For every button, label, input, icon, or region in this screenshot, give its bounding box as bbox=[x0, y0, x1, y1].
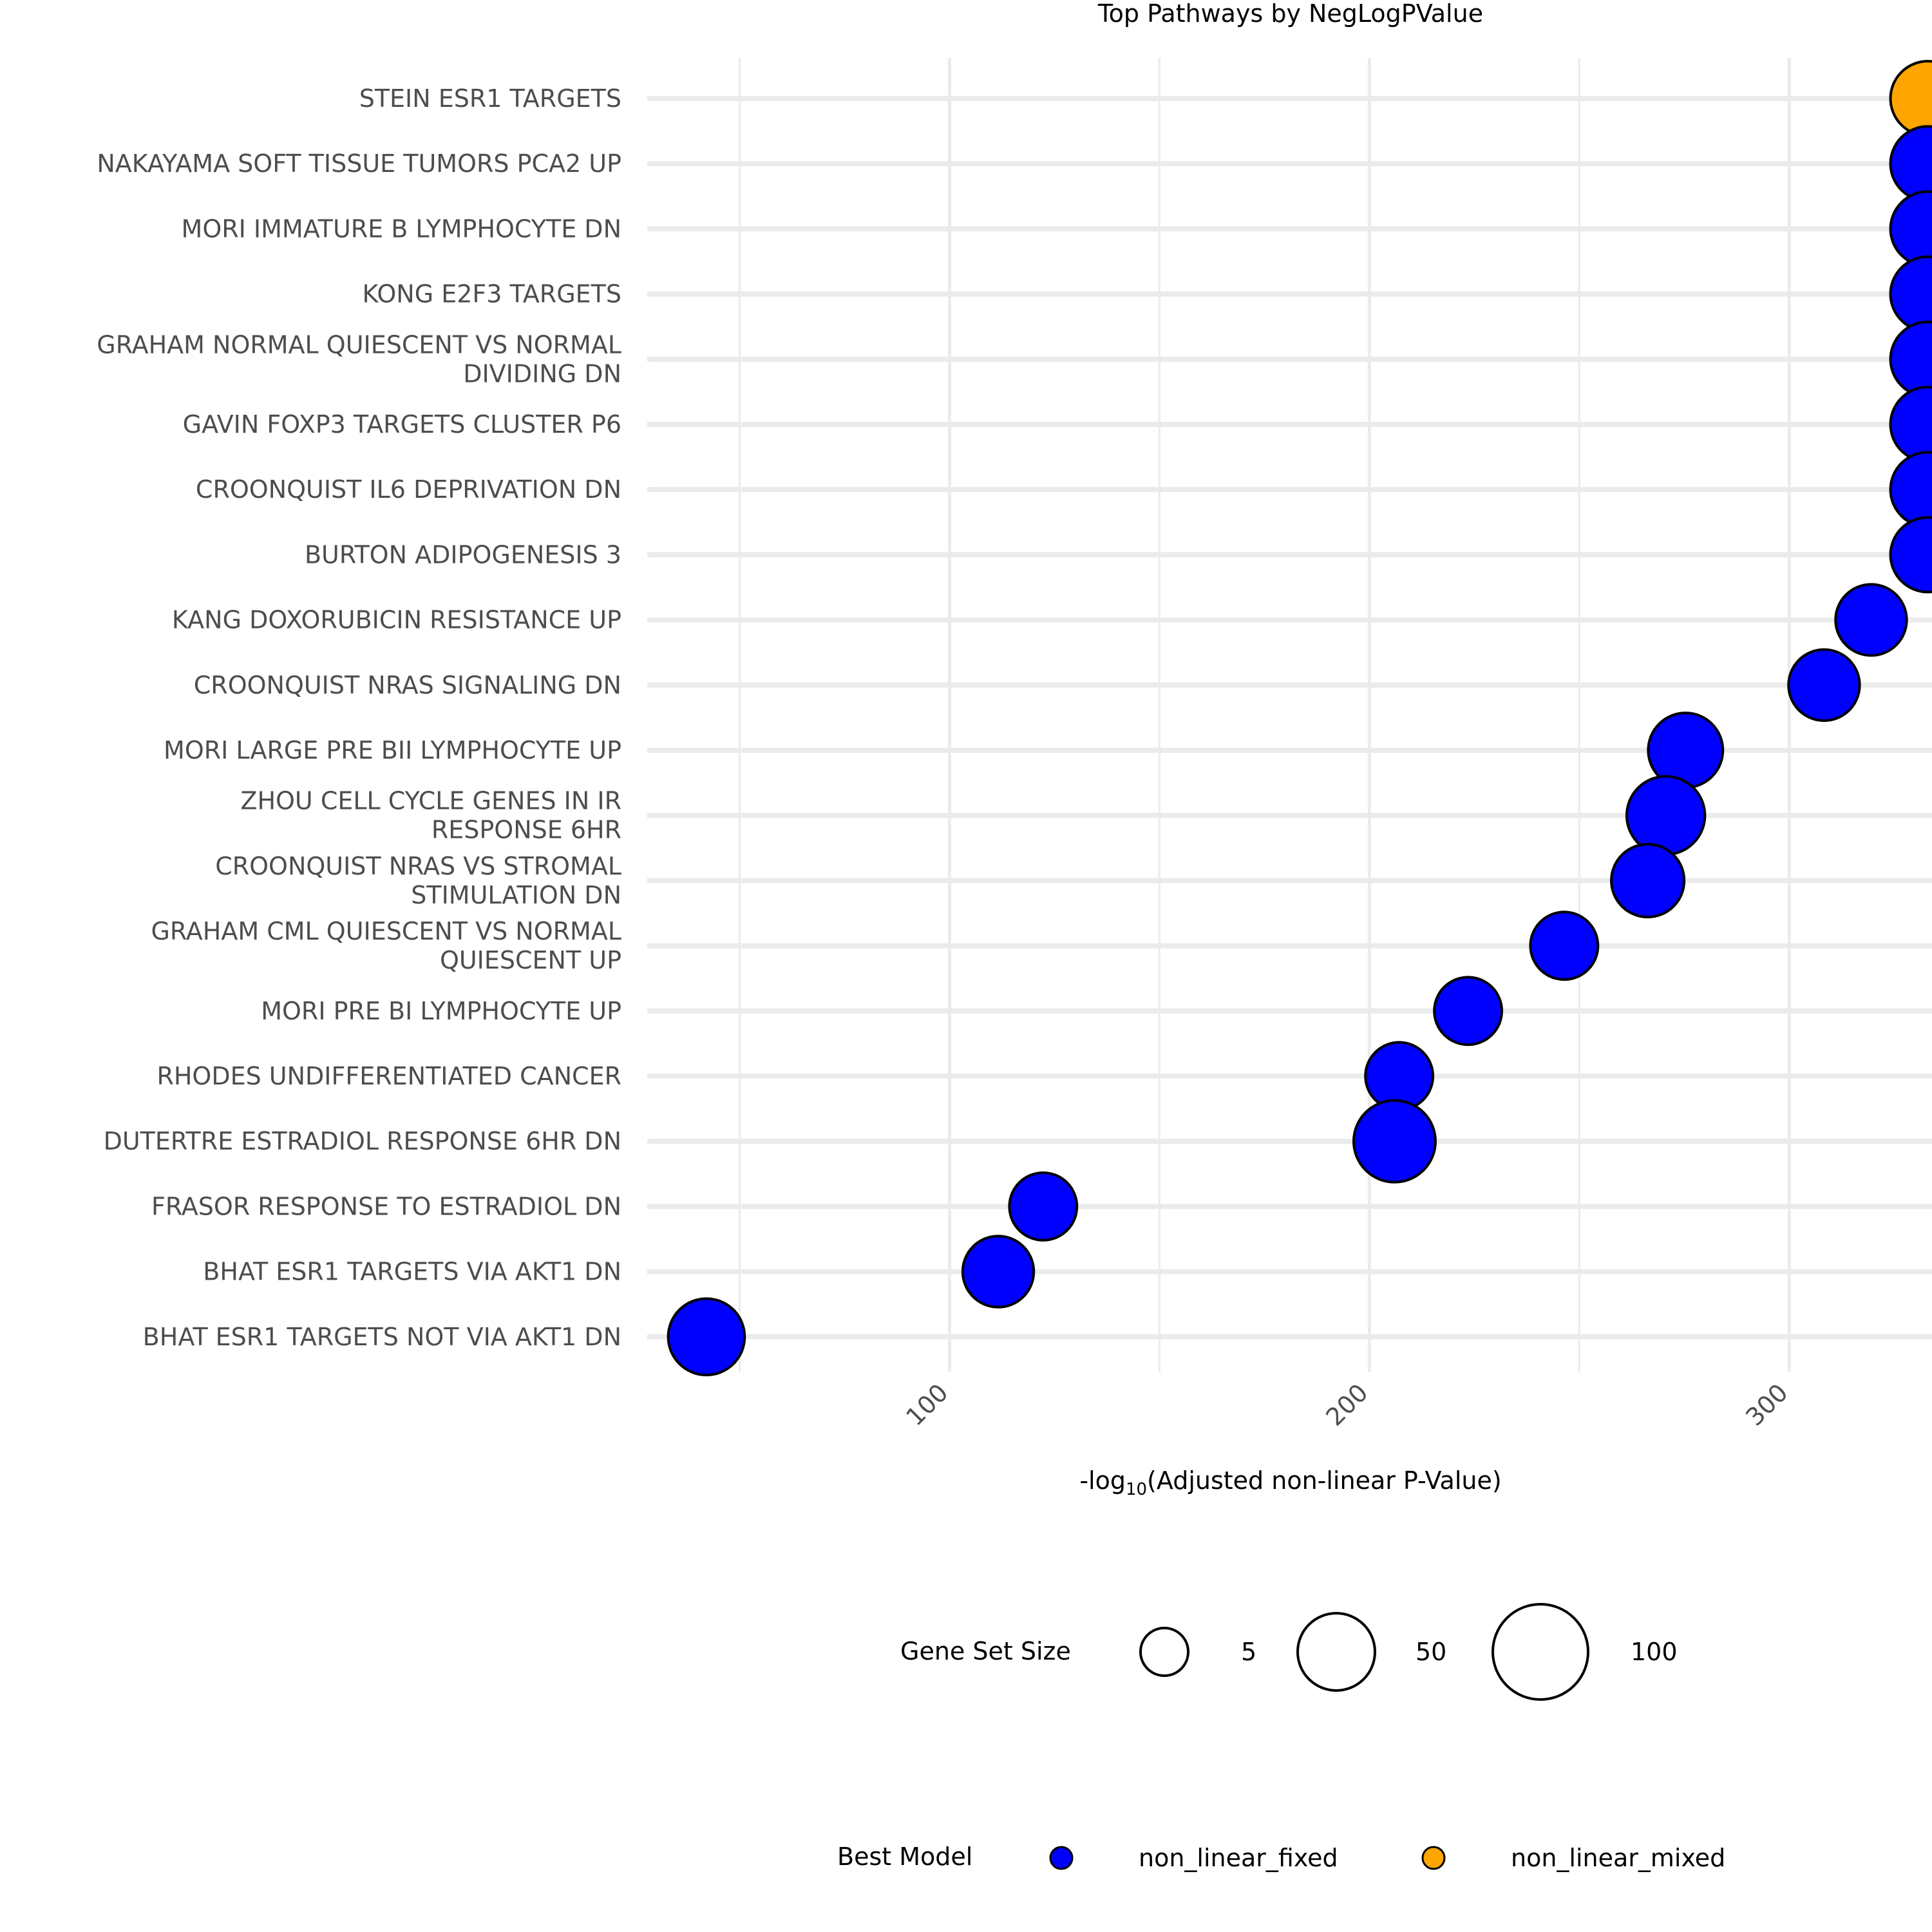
x-axis-title: -log10(Adjusted non-linear P-Value) bbox=[1079, 1466, 1501, 1499]
point-zhou-cell-cycle-genes-in-ir-response-6hr bbox=[1625, 775, 1707, 856]
point-croonquist-nras-signaling-dn bbox=[1787, 648, 1861, 723]
color-legend-label-non-linear-fixed: non_linear_fixed bbox=[1139, 1844, 1338, 1872]
y-label-line: NAKAYAMA SOFT TISSUE TUMORS PCA2 UP bbox=[97, 149, 621, 178]
color-legend-key-non-linear-mixed bbox=[1421, 1846, 1446, 1870]
point-graham-cml-quiescent-vs-normal-quiescent-up bbox=[1529, 911, 1600, 981]
point-frasor-response-to-estradiol-dn bbox=[1008, 1171, 1079, 1242]
y-label-line: GRAHAM CML QUIESCENT VS NORMAL bbox=[151, 917, 621, 945]
y-label-line: CROONQUIST NRAS VS STROMAL bbox=[215, 852, 621, 880]
size-legend-label-5: 5 bbox=[1241, 1638, 1256, 1666]
y-label-line: CROONQUIST IL6 DEPRIVATION DN bbox=[196, 475, 621, 504]
size-legend-key-50 bbox=[1296, 1612, 1376, 1692]
point-bhat-esr1-targets-via-akt1-dn bbox=[961, 1235, 1036, 1309]
y-label-line: MORI PRE BI LYMPHOCYTE UP bbox=[261, 997, 621, 1025]
y-label-bhat-esr1-targets-via-akt1-dn: BHAT ESR1 TARGETS VIA AKT1 DN bbox=[203, 1258, 621, 1286]
y-label-kong-e2f3-targets: KONG E2F3 TARGETS bbox=[363, 280, 621, 308]
color-legend-title: Best Model bbox=[837, 1842, 972, 1871]
points bbox=[667, 60, 1932, 1377]
y-label-dutertre-estradiol-response-6hr-dn: DUTERTRE ESTRADIOL RESPONSE 6HR DN bbox=[104, 1127, 621, 1155]
point-mori-pre-bi-lymphocyte-up bbox=[1433, 976, 1504, 1046]
y-label-line: GAVIN FOXP3 TARGETS CLUSTER P6 bbox=[183, 410, 621, 439]
y-label-stein-esr1-targets: STEIN ESR1 TARGETS bbox=[359, 84, 621, 113]
y-label-line: KONG E2F3 TARGETS bbox=[363, 280, 621, 308]
x-axis-title-subscript: 10 bbox=[1126, 1480, 1147, 1499]
y-label-frasor-response-to-estradiol-dn: FRASOR RESPONSE TO ESTRADIOL DN bbox=[151, 1192, 621, 1220]
y-label-graham-normal-quiescent-vs-normal-dividing-dn: GRAHAM NORMAL QUIESCENT VS NORMAL DIVIDIN… bbox=[97, 330, 621, 388]
color-legend-key-non-linear-fixed bbox=[1049, 1846, 1074, 1870]
point-bhat-esr1-targets-not-via-akt1-dn bbox=[667, 1297, 746, 1377]
y-label-rhodes-undifferentiated-cancer: RHODES UNDIFFERENTIATED CANCER bbox=[156, 1062, 621, 1090]
y-label-croonquist-nras-signaling-dn: CROONQUIST NRAS SIGNALING DN bbox=[194, 671, 621, 699]
point-burton-adipogenesis-3 bbox=[1889, 516, 1932, 594]
y-label-line: DUTERTRE ESTRADIOL RESPONSE 6HR DN bbox=[104, 1127, 621, 1155]
y-label-nakayama-soft-tissue-tumors-pca2-up: NAKAYAMA SOFT TISSUE TUMORS PCA2 UP bbox=[97, 149, 621, 178]
size-legend-title: Gene Set Size bbox=[900, 1637, 1071, 1665]
point-croonquist-nras-vs-stromal-stimulation-dn bbox=[1610, 842, 1686, 918]
point-dutertre-estradiol-response-6hr-dn bbox=[1352, 1099, 1437, 1184]
y-label-line: DIVIDING DN bbox=[463, 359, 621, 388]
y-label-line: RESPONSE 6HR bbox=[431, 816, 621, 844]
y-label-line: GRAHAM NORMAL QUIESCENT VS NORMAL bbox=[97, 330, 621, 359]
y-label-mori-pre-bi-lymphocyte-up: MORI PRE BI LYMPHOCYTE UP bbox=[261, 997, 621, 1025]
y-label-mori-large-pre-bii-lymphocyte-up: MORI LARGE PRE BII LYMPHOCYTE UP bbox=[164, 736, 621, 764]
y-label-line: STIMULATION DN bbox=[411, 881, 621, 909]
y-label-line: MORI LARGE PRE BII LYMPHOCYTE UP bbox=[164, 736, 621, 764]
y-label-gavin-foxp3-targets-cluster-p6: GAVIN FOXP3 TARGETS CLUSTER P6 bbox=[183, 410, 621, 439]
y-label-mori-immature-b-lymphocyte-dn: MORI IMMATURE B LYMPHOCYTE DN bbox=[182, 214, 621, 243]
point-kang-doxorubicin-resistance-up bbox=[1834, 583, 1908, 657]
grid bbox=[647, 58, 1932, 1372]
y-axis-labels: STEIN ESR1 TARGETS NAKAYAMA SOFT TISSUE T… bbox=[97, 84, 621, 1351]
color-legend-label-non-linear-mixed: non_linear_mixed bbox=[1511, 1844, 1725, 1872]
y-label-line: ZHOU CELL CYCLE GENES IN IR bbox=[240, 787, 621, 815]
y-label-line: CROONQUIST NRAS SIGNALING DN bbox=[194, 671, 621, 699]
y-label-croonquist-il6-deprivation-dn: CROONQUIST IL6 DEPRIVATION DN bbox=[196, 475, 621, 504]
y-label-line: MORI IMMATURE B LYMPHOCYTE DN bbox=[182, 214, 621, 243]
x-axis-title-prefix: -log bbox=[1079, 1466, 1126, 1495]
size-legend-key-5 bbox=[1139, 1627, 1189, 1677]
size-legend-label-100: 100 bbox=[1631, 1638, 1678, 1666]
y-label-burton-adipogenesis-3: BURTON ADIPOGENESIS 3 bbox=[305, 540, 621, 569]
y-label-line: KANG DOXORUBICIN RESISTANCE UP bbox=[172, 606, 621, 634]
size-legend-key-100 bbox=[1492, 1603, 1589, 1701]
size-legend: Gene Set Size 5 50 100 bbox=[900, 1603, 1678, 1701]
x-axis-title-suffix: (Adjusted non-linear P-Value) bbox=[1147, 1466, 1502, 1495]
color-legend: Best Model non_linear_fixed non_linear_mi… bbox=[837, 1842, 1725, 1872]
chart-title: Top Pathways by NegLogPValue bbox=[1097, 0, 1483, 28]
y-label-line: BHAT ESR1 TARGETS NOT VIA AKT1 DN bbox=[143, 1323, 621, 1351]
y-label-zhou-cell-cycle-genes-in-ir-response-6hr: ZHOU CELL CYCLE GENES IN IR RESPONSE 6HR bbox=[240, 787, 621, 844]
y-label-line: BHAT ESR1 TARGETS VIA AKT1 DN bbox=[203, 1258, 621, 1286]
y-label-graham-cml-quiescent-vs-normal-quiescent-up: GRAHAM CML QUIESCENT VS NORMAL QUIESCENT … bbox=[151, 917, 621, 974]
y-label-line: QUIESCENT UP bbox=[440, 946, 621, 974]
y-label-line: BURTON ADIPOGENESIS 3 bbox=[305, 540, 621, 569]
y-label-bhat-esr1-targets-not-via-akt1-dn: BHAT ESR1 TARGETS NOT VIA AKT1 DN bbox=[143, 1323, 621, 1351]
y-label-kang-doxorubicin-resistance-up: KANG DOXORUBICIN RESISTANCE UP bbox=[172, 606, 621, 634]
y-label-line: STEIN ESR1 TARGETS bbox=[359, 84, 621, 113]
y-label-croonquist-nras-vs-stromal-stimulation-dn: CROONQUIST NRAS VS STROMAL STIMULATION DN bbox=[215, 852, 621, 909]
size-legend-label-50: 50 bbox=[1416, 1638, 1446, 1666]
y-label-line: RHODES UNDIFFERENTIATED CANCER bbox=[156, 1062, 621, 1090]
y-label-line: FRASOR RESPONSE TO ESTRADIOL DN bbox=[151, 1192, 621, 1220]
